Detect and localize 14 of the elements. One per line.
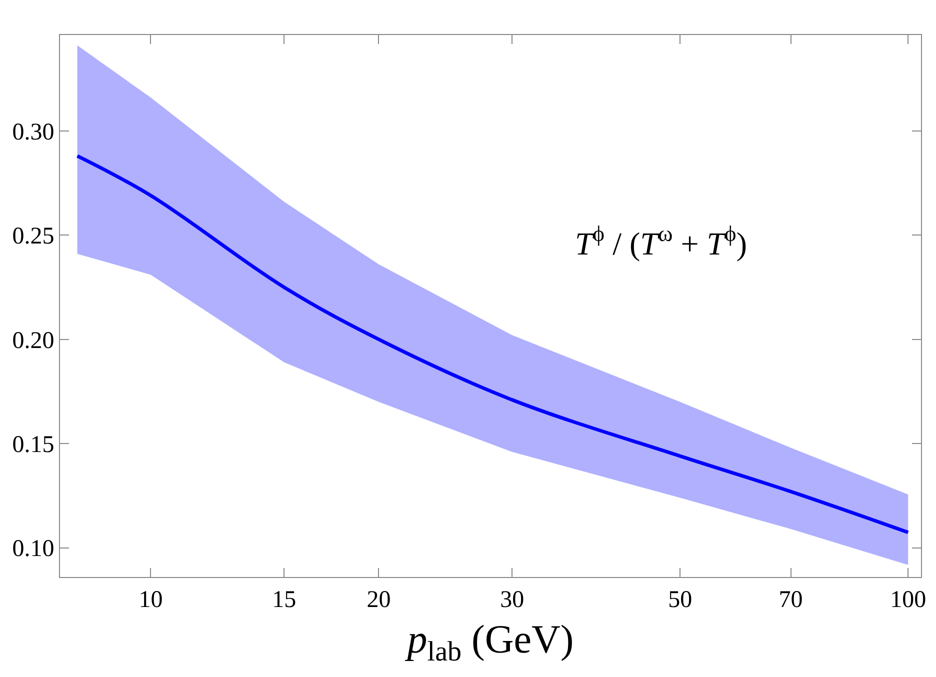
x-tick-label: 20 xyxy=(366,586,391,613)
y-tick-label: 0.10 xyxy=(12,536,54,562)
x-tick-label: 100 xyxy=(890,586,926,613)
x-tick-label: 10 xyxy=(138,586,163,613)
y-tick-label: 0.25 xyxy=(12,224,54,250)
x-tick-label: 30 xyxy=(500,586,524,613)
x-axis-title: p$_{lab}$ (GeV) xyxy=(404,616,574,668)
y-tick-label: 0.30 xyxy=(12,119,54,146)
x-tick-label: 15 xyxy=(272,586,296,613)
y-tick-label: 0.15 xyxy=(12,432,54,458)
text: T$^{ϕ}$ / (T$^{ω}$ + T$^{ϕ}$) xyxy=(575,221,747,262)
x-tick-label: 50 xyxy=(668,586,692,613)
y-tick-label: 0.20 xyxy=(12,328,54,354)
x-tick-label: 70 xyxy=(778,586,803,613)
